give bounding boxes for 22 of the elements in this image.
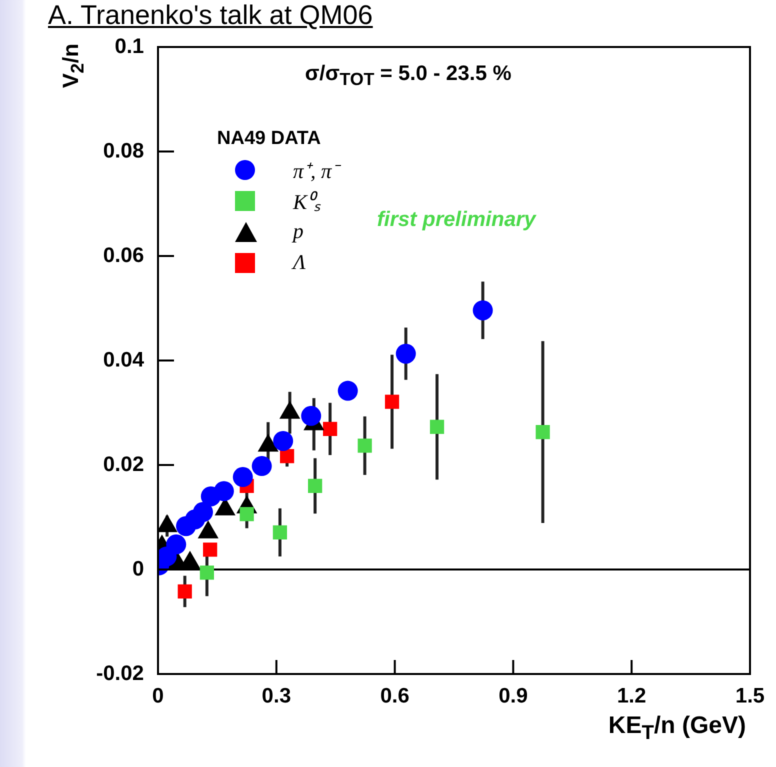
x-tick-label: 0.9 (498, 684, 528, 708)
y-tick-label: 0.1 (114, 34, 144, 58)
y-tick-label: 0.02 (103, 452, 144, 476)
y-tick-label: 0.08 (103, 139, 144, 162)
legend-label: Λ (293, 250, 306, 275)
legend-label: π⁺, π⁻ (293, 158, 339, 184)
y-tick-label: 0.04 (103, 348, 144, 372)
x-tick-label: 1.5 (735, 684, 765, 708)
x-tick-label: 0.3 (262, 684, 291, 708)
x-tick-label: 1.2 (617, 684, 646, 708)
legend-title: NA49 DATA (217, 128, 322, 150)
x-tick-label: 0.6 (380, 684, 410, 708)
text: A. Tranenko's talk at QM06 (48, 0, 373, 30)
y-tick-label: -0.02 (96, 662, 144, 685)
x-tick-label: 0 (152, 684, 164, 708)
annotation: first preliminary (377, 208, 536, 232)
x-axis-title: KE$_{T}$/n (GeV) (608, 712, 746, 745)
annotation: σ/σ$_{TOT}$ = 5.0 - 23.5 % (305, 62, 512, 90)
y-tick-label: 0.06 (103, 244, 144, 267)
legend-label: p (293, 219, 304, 244)
y-tick-label: 0 (132, 557, 144, 580)
legend-label: K⁰ₛ (293, 188, 322, 214)
